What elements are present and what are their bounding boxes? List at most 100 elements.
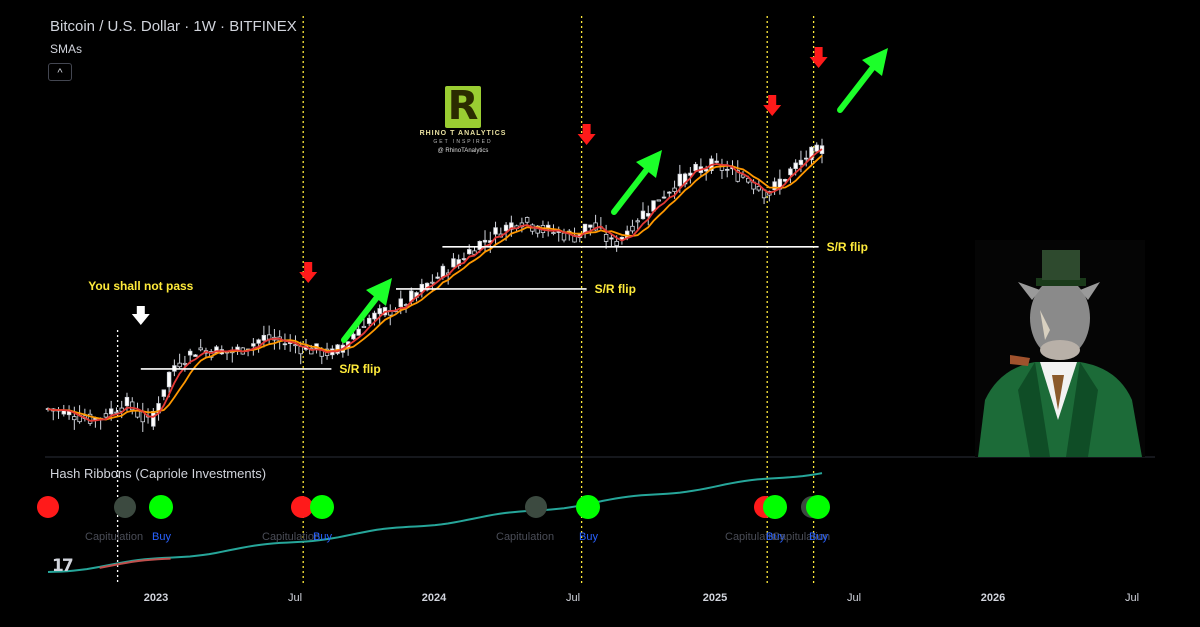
candle-body [646, 213, 651, 217]
candle-body [593, 222, 598, 231]
candle-body [661, 196, 667, 199]
candle-body [130, 401, 135, 411]
candle-body [793, 162, 798, 169]
candle-body [161, 389, 167, 397]
collapse-indicators-button[interactable]: ^ [48, 63, 72, 81]
buy-caption: Buy [152, 531, 171, 543]
buy-caption: Buy [313, 531, 332, 543]
candle-body [509, 222, 514, 230]
candle-body [182, 362, 188, 365]
candle-body [361, 325, 367, 328]
candle-body [193, 354, 198, 357]
candle-body [108, 408, 114, 415]
candle-body [693, 163, 698, 172]
candle-body [551, 232, 556, 234]
candle-body [251, 343, 256, 347]
candle-body [356, 328, 361, 336]
candle-body [377, 308, 382, 315]
green-up-arrow-shaft [611, 165, 651, 215]
candle-body [735, 170, 740, 182]
candle-body [772, 181, 777, 191]
x-axis-tick: 2025 [702, 592, 728, 604]
capitulation-caption: Capitulation [725, 531, 784, 543]
candle-body [198, 347, 203, 351]
capitulation-signal-dot [291, 496, 313, 518]
candle-body [493, 227, 498, 235]
sma-fast-line [47, 148, 823, 422]
candle-body [798, 159, 804, 165]
candle-body [461, 258, 467, 260]
candle-body [298, 346, 303, 355]
candle-body [614, 240, 619, 247]
candle-body [430, 281, 435, 284]
candle-body [309, 347, 314, 355]
rhino-mascot-illustration [975, 240, 1145, 457]
candle-body [788, 168, 793, 176]
capitulation-signal-dot [114, 496, 136, 518]
x-axis-tick: Jul [1124, 592, 1140, 604]
sma-indicator-label[interactable]: SMAs [50, 42, 83, 56]
hash-ribbons-capitulation-segment [99, 557, 171, 569]
candle-body [398, 298, 403, 308]
logo-tagline: GET INSPIRED [433, 139, 493, 145]
candle-body [804, 157, 809, 160]
candle-body [451, 258, 456, 268]
candle-body [419, 283, 425, 293]
candle-body [503, 224, 509, 232]
buy-signal-dot [576, 495, 600, 519]
candle-body [124, 396, 130, 407]
candle-body [667, 191, 672, 194]
sr-flip-label: S/R flip [339, 362, 380, 376]
tradingview-logo-icon[interactable]: 17 [52, 556, 74, 576]
candle-body [609, 237, 614, 240]
green-up-arrow-icon [636, 150, 662, 178]
buy-signal-dot [806, 495, 830, 519]
green-up-arrow-icon [862, 48, 888, 76]
candle-body [103, 413, 109, 418]
x-axis-tick: 2024 [421, 592, 447, 604]
candle-body [561, 232, 567, 241]
candle-body [588, 224, 593, 228]
candle-body [482, 239, 488, 243]
candle-body [640, 210, 646, 220]
buy-caption: Buy [579, 531, 598, 543]
candle-body [477, 240, 482, 250]
candle-body [814, 144, 819, 152]
green-up-arrow-shaft [341, 293, 381, 343]
red-down-arrow-icon [809, 47, 828, 68]
candle-body [672, 187, 677, 192]
red-down-arrow-icon [763, 95, 782, 116]
candle-body [630, 225, 635, 232]
candle-body [725, 168, 730, 171]
candle-body [467, 249, 472, 255]
candle-body [351, 333, 356, 340]
logo-name: RHINO T ANALYTICS [419, 130, 507, 137]
candle-body [151, 411, 156, 427]
capitulation-signal-dot [37, 496, 59, 518]
candle-body [372, 312, 377, 320]
candle-body [746, 177, 751, 183]
red-down-arrow-icon [299, 262, 318, 283]
rhino-t-analytics-logo: R RHINO T ANALYTICS GET INSPIRED @ Rhino… [404, 86, 522, 154]
hash-ribbons-line [47, 472, 823, 573]
candle-body [756, 185, 762, 191]
candle-body [635, 220, 640, 223]
candle-body [603, 234, 609, 242]
buy-caption: Buy [766, 531, 785, 543]
candle-body [435, 276, 440, 279]
candle-body [524, 217, 530, 223]
annotation-text: You shall not pass [88, 279, 193, 293]
candle-body [261, 334, 267, 341]
green-up-arrow-shaft [837, 63, 877, 113]
green-up-arrow-icon [366, 278, 392, 306]
hash-ribbons-title[interactable]: Hash Ribbons (Capriole Investments) [50, 466, 267, 481]
x-axis-tick: Jul [846, 592, 862, 604]
capitulation-caption: Capitulation [85, 531, 144, 543]
candle-body [656, 199, 661, 202]
candle-body [282, 343, 288, 346]
candle-body [440, 265, 446, 278]
x-axis-tick: Jul [287, 592, 303, 604]
x-axis-tick: Jul [565, 592, 581, 604]
white-down-arrow-icon [131, 306, 150, 325]
